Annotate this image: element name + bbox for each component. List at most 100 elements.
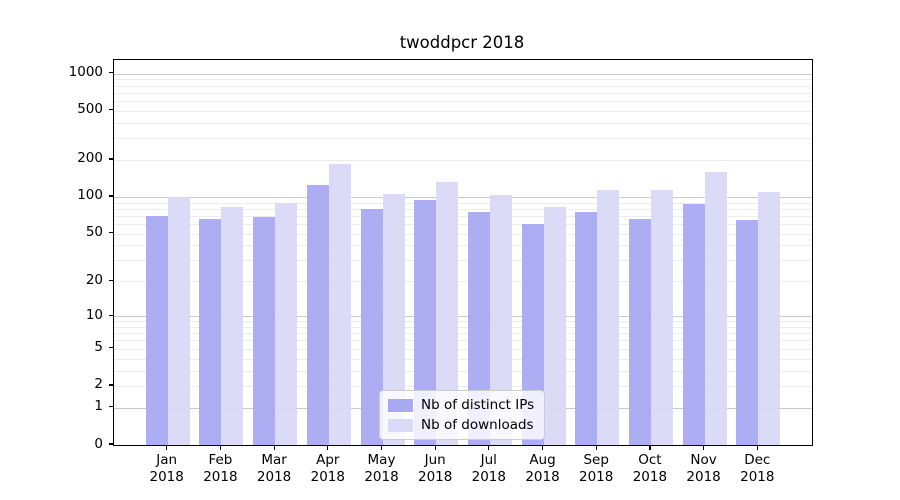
y-tick-label: 1 <box>94 398 103 415</box>
y-tick-label: 10 <box>85 306 103 323</box>
y-tick-mark <box>108 347 113 349</box>
x-tick-month: May <box>367 452 396 468</box>
gridline-minor <box>114 321 812 323</box>
gridline-minor <box>114 233 812 235</box>
y-tick-label: 50 <box>85 224 103 241</box>
x-tick-year: 2018 <box>203 468 238 485</box>
legend-entry-distinct-ips: Nb of distinct IPs <box>388 397 534 413</box>
x-tick-mark <box>756 445 758 450</box>
y-tick-mark <box>108 443 113 445</box>
bar-downloads-dec <box>758 192 781 445</box>
x-tick-mark <box>649 445 651 450</box>
y-tick-label: 5 <box>94 339 103 356</box>
y-tick-label: 500 <box>77 101 103 118</box>
x-tick-month: Nov <box>690 452 717 468</box>
x-tick-label: Jun 2018 <box>400 452 470 485</box>
gridline-major <box>114 196 812 198</box>
gridline-minor <box>114 340 812 342</box>
bar-downloads-sep <box>597 190 620 445</box>
gridline-major <box>114 316 812 318</box>
y-tick-mark <box>108 384 113 386</box>
gridline-minor <box>114 110 812 112</box>
x-tick-year: 2018 <box>310 468 345 485</box>
gridline-minor <box>114 260 812 262</box>
chart-title: twoddpcr 2018 <box>399 33 525 52</box>
x-tick-mark <box>219 445 222 450</box>
x-tick-year: 2018 <box>364 468 399 485</box>
y-tick-mark <box>108 71 113 74</box>
x-tick-month: Mar <box>261 452 287 468</box>
bar-distinct-ips-sep <box>575 212 598 445</box>
x-tick-mark <box>327 445 329 450</box>
y-tick-mark <box>108 232 113 234</box>
gridline-minor <box>114 224 812 225</box>
gridline-minor <box>114 215 812 217</box>
x-tick-label: Apr 2018 <box>293 452 363 485</box>
bar-downloads-mar <box>275 202 298 445</box>
legend-label-downloads: Nb of downloads <box>421 417 534 433</box>
legend: Nb of distinct IPs Nb of downloads <box>379 390 546 440</box>
bar-downloads-apr <box>328 164 351 445</box>
y-tick-label: 100 <box>77 187 103 204</box>
bar-downloads-feb <box>221 207 244 445</box>
gridline-minor <box>114 333 812 335</box>
x-tick-label: Jan 2018 <box>132 452 202 485</box>
y-tick-mark <box>108 406 113 408</box>
gridline-minor <box>114 202 812 204</box>
x-tick-mark <box>541 445 544 450</box>
gridline-major <box>114 73 812 75</box>
x-tick-mark <box>166 445 168 450</box>
gridline-minor <box>114 79 812 81</box>
x-tick-label: May 2018 <box>347 452 417 485</box>
x-tick-month: Dec <box>744 452 771 468</box>
x-tick-mark <box>703 445 705 450</box>
bar-downloads-oct <box>650 190 673 445</box>
gridline-minor <box>114 159 812 161</box>
gridline-minor <box>114 245 812 247</box>
y-tick-mark <box>108 279 113 281</box>
bar-distinct-ips-apr <box>306 184 329 445</box>
x-tick-month: Sep <box>583 452 609 468</box>
gridline-minor <box>114 348 812 350</box>
x-tick-mark <box>595 445 597 450</box>
y-tick-label: 0 <box>94 435 103 452</box>
x-tick-month: Apr <box>316 452 340 468</box>
bar-downloads-jun <box>436 181 459 445</box>
x-tick-label: Dec 2018 <box>722 452 792 485</box>
legend-entry-downloads: Nb of downloads <box>388 417 534 433</box>
gridline-minor <box>114 138 812 140</box>
bar-downloads-jul <box>489 195 512 445</box>
y-tick-label: 200 <box>77 150 103 167</box>
legend-label-distinct-ips: Nb of distinct IPs <box>421 397 535 413</box>
gridline-minor <box>114 92 812 94</box>
y-tick-label: 1000 <box>68 64 103 80</box>
gridline-minor <box>114 385 812 387</box>
bar-downloads-jan <box>167 196 190 445</box>
x-tick-year: 2018 <box>632 468 668 485</box>
plot-area <box>113 59 813 446</box>
y-tick-mark <box>108 195 113 197</box>
gridline-minor <box>114 101 812 102</box>
x-tick-label: Feb 2018 <box>185 452 255 485</box>
x-tick-month: Aug <box>529 452 556 468</box>
bar-downloads-nov <box>704 171 727 445</box>
x-tick-month: Jul <box>480 452 497 468</box>
x-tick-year: 2018 <box>471 468 506 485</box>
gridline-minor <box>114 208 812 210</box>
x-tick-year: 2018 <box>579 468 614 485</box>
x-tick-year: 2018 <box>256 468 292 485</box>
bar-distinct-ips-jun <box>414 199 437 445</box>
y-tick-mark <box>108 109 113 111</box>
y-tick-label: 2 <box>94 376 103 393</box>
x-tick-label: Sep 2018 <box>561 452 631 485</box>
bar-distinct-ips-mar <box>253 217 276 445</box>
x-tick-month: Jan <box>156 452 178 468</box>
x-tick-year: 2018 <box>149 468 184 485</box>
x-tick-label: Nov 2018 <box>669 452 739 485</box>
bar-distinct-ips-aug <box>521 224 544 445</box>
legend-swatch-downloads <box>388 418 413 432</box>
gridline-minor <box>114 326 812 328</box>
bar-downloads-aug <box>543 207 566 445</box>
x-tick-mark <box>380 445 383 450</box>
bar-distinct-ips-may <box>360 208 383 445</box>
